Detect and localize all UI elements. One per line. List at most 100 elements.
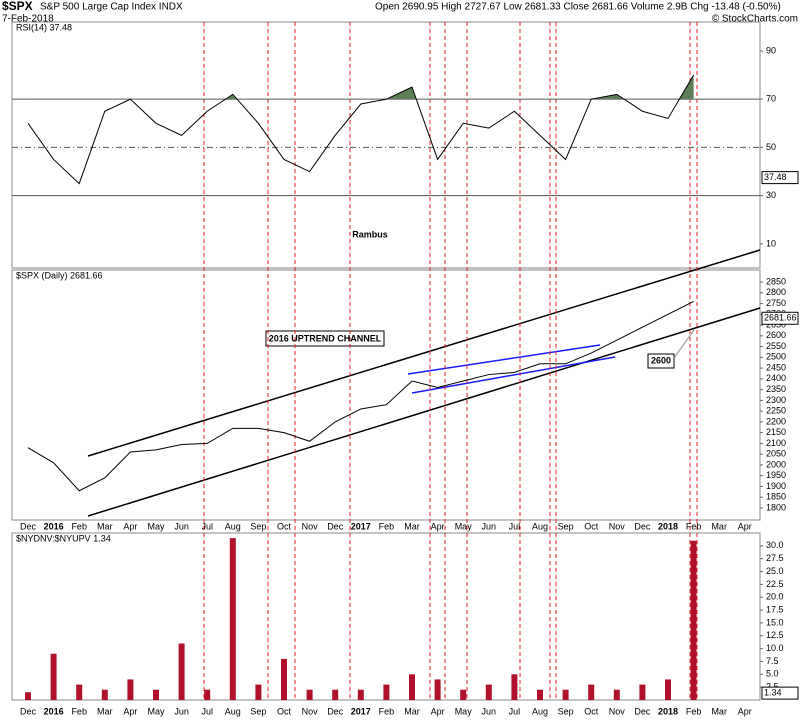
channel-line — [87, 249, 761, 457]
x-tick-label: Feb — [71, 706, 87, 716]
y-tick-label: 2350 — [766, 384, 786, 394]
bar — [178, 643, 185, 700]
bar — [25, 692, 31, 700]
drawings — [87, 249, 761, 517]
annotation: 2600 — [651, 355, 671, 365]
bar — [306, 689, 313, 700]
y-tick-label: 2800 — [766, 287, 786, 297]
date: 7-Feb-2018 — [2, 14, 54, 25]
x-tick-label: Feb — [686, 521, 702, 531]
x-tick-label: Sep — [558, 706, 574, 716]
x-tick-label: 2016 — [44, 521, 64, 531]
bar — [588, 684, 595, 700]
y-tick-label: 2450 — [766, 362, 786, 372]
x-tick-label: Apr — [431, 521, 445, 531]
x-tick-label: Jul — [201, 521, 213, 531]
bar — [511, 674, 518, 700]
y-tick-label: 2050 — [766, 449, 786, 459]
y-tick-label: 1950 — [766, 470, 786, 480]
y-tick-label: 2600 — [766, 330, 786, 340]
last-value: 1.34 — [764, 687, 782, 697]
x-tick-label: Jul — [201, 706, 213, 716]
y-tick-label: 2000 — [766, 459, 786, 469]
x-tick-label: Mar — [711, 706, 727, 716]
y-tick-label: 2500 — [766, 352, 786, 362]
x-tick-label: Feb — [379, 521, 395, 531]
y-tick-label: 2200 — [766, 416, 786, 426]
y-tick-label: 22.5 — [766, 579, 784, 589]
x-tick-label: May — [147, 706, 165, 716]
x-tick-label: Apr — [123, 706, 137, 716]
bar — [101, 689, 108, 700]
y-tick-label: 2150 — [766, 427, 786, 437]
y-tick-label: 2100 — [766, 438, 786, 448]
x-tick-label: Aug — [225, 706, 241, 716]
value-box — [761, 171, 799, 185]
y-tick-label: 15.0 — [766, 617, 784, 627]
y-tick-label: 30.0 — [766, 540, 784, 550]
bar — [50, 653, 57, 700]
x-tick-label: Mar — [404, 706, 420, 716]
y-tick-label: 70 — [766, 94, 776, 104]
bar — [665, 679, 671, 700]
annotation-box — [647, 353, 675, 369]
x-tick-label: Dec — [20, 706, 37, 716]
symbol: $SPX — [2, 0, 33, 13]
y-tick-label: 7.5 — [766, 656, 779, 666]
x-tick-label: Jun — [482, 706, 497, 716]
annotation-pointer — [673, 329, 695, 359]
x-tick-label: Aug — [532, 706, 548, 716]
x-tick-label: Jul — [509, 706, 521, 716]
wedge-line — [407, 344, 601, 375]
x-tick-label: Jun — [482, 521, 497, 531]
bar — [76, 684, 83, 700]
panel-title: RSI(14) 37.48 — [16, 22, 72, 32]
y-tick-label: 50 — [766, 142, 776, 152]
x-tick-label: Apr — [738, 706, 752, 716]
y-tick-label: 2.5 — [766, 682, 779, 692]
x-tick-label: Oct — [277, 521, 292, 531]
annotation: 2016 UPTREND CHANNEL — [269, 333, 382, 343]
y-tick-label: 17.5 — [766, 604, 784, 614]
x-tick-label: Nov — [302, 521, 319, 531]
last-value: 37.48 — [764, 172, 787, 182]
value-box — [761, 311, 799, 325]
bar — [409, 674, 415, 700]
x-tick-label: Apr — [431, 706, 445, 716]
x-tick-label: Feb — [686, 706, 702, 716]
y-tick-label: 5.0 — [766, 669, 779, 679]
bar — [281, 658, 287, 700]
wedge-line — [411, 356, 616, 394]
value-box — [761, 686, 799, 700]
panel-frame — [11, 269, 761, 521]
x-tick-label: Oct — [277, 706, 292, 716]
line — [27, 74, 695, 185]
line — [27, 300, 694, 492]
y-tick-label: 1800 — [766, 502, 786, 512]
bar — [434, 679, 441, 700]
x-tick-label: Aug — [532, 521, 548, 531]
symbol-name: S&P 500 Large Cap Index INDX — [40, 2, 183, 13]
y-tick-label: 2750 — [766, 298, 786, 308]
x-tick-label: Apr — [738, 521, 752, 531]
x-tick-label: Aug — [225, 521, 241, 531]
annotation: Rambus — [352, 229, 388, 239]
x-tick-label: May — [147, 521, 165, 531]
y-tick-label: 2300 — [766, 395, 786, 405]
x-tick-label: Nov — [609, 521, 626, 531]
annotation-box — [265, 330, 385, 347]
x-tick-label: Nov — [302, 706, 319, 716]
x-tick-label: Sep — [250, 706, 266, 716]
y-tick-label: 1900 — [766, 481, 786, 491]
x-tick-label: May — [455, 521, 473, 531]
x-tick-label: Mar — [97, 521, 113, 531]
y-tick-label: 2400 — [766, 373, 786, 383]
panel-title: $SPX (Daily) 2681.66 — [16, 270, 103, 280]
bar — [229, 538, 236, 700]
x-tick-label: Dec — [327, 706, 344, 716]
bar — [357, 689, 364, 700]
bar — [332, 689, 339, 700]
x-tick-label: Jun — [174, 521, 189, 531]
x-tick-label: Mar — [711, 521, 727, 531]
bar — [485, 684, 492, 700]
